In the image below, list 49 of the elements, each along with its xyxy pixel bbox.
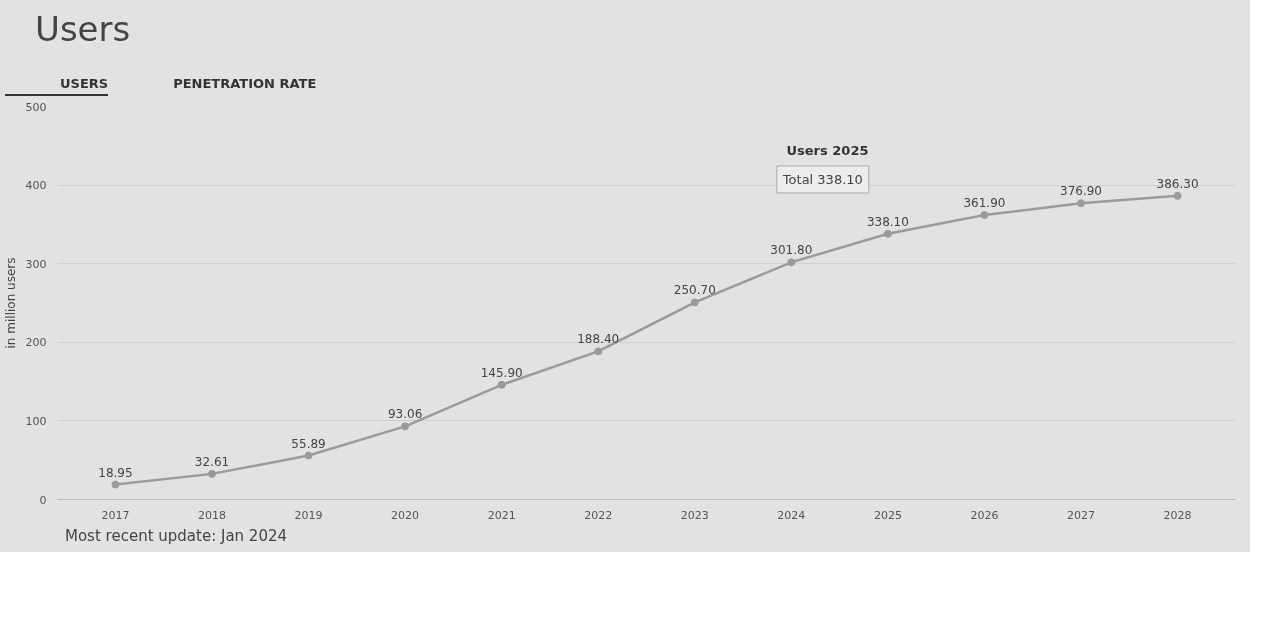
x-tick-label: 2022 (584, 508, 613, 522)
data-label: 301.80 (770, 242, 813, 257)
x-tick-label: 2023 (680, 508, 709, 522)
data-label: 55.89 (291, 436, 326, 451)
text: PENETRATION RATE (173, 75, 317, 93)
chart-title: Users (35, 8, 131, 51)
x-tick-label: 2021 (487, 508, 516, 522)
point (883, 229, 892, 238)
x-tick-label: 2028 (1163, 508, 1192, 522)
point (787, 257, 796, 266)
point (304, 451, 313, 460)
data-label: 18.95 (98, 465, 133, 480)
point (111, 480, 120, 489)
point (980, 210, 989, 219)
x-tick-label: 2018 (197, 508, 226, 522)
point (690, 298, 699, 307)
x-tick-label: 2019 (294, 508, 323, 522)
point (1173, 191, 1182, 200)
x-tick-label: 2020 (391, 508, 420, 522)
x-tick-label: 2025 (873, 508, 902, 522)
y-tick-label: 100 (25, 414, 47, 428)
data-label: 188.40 (577, 331, 620, 346)
annotation: Users 2025 (786, 142, 869, 158)
y-tick-label: 500 (25, 100, 47, 114)
data-label: 386.30 (1156, 176, 1199, 191)
text: Most recent update: Jan 2024 (65, 525, 288, 547)
y-tick-label: 300 (25, 257, 47, 271)
annotation: Total 338.10 (781, 171, 863, 187)
text: USERS (60, 75, 109, 93)
point (594, 346, 603, 355)
data-label: 250.70 (673, 283, 716, 298)
x-tick-label: 2027 (1067, 508, 1096, 522)
data-label: 145.90 (480, 365, 523, 380)
point (401, 421, 410, 430)
y-axis-title: in million users (3, 257, 18, 349)
data-label: 93.06 (387, 406, 423, 421)
point (207, 469, 216, 478)
point (497, 380, 506, 389)
data-label: 32.61 (194, 454, 230, 469)
y-tick-label: 400 (25, 178, 47, 192)
x-tick-label: 2024 (777, 508, 806, 522)
x-tick-label: 2017 (101, 508, 130, 522)
y-tick-label: 200 (25, 335, 47, 349)
point (1077, 198, 1086, 207)
data-label: 361.90 (963, 195, 1006, 210)
data-label: 338.10 (866, 214, 909, 229)
data-label: 376.90 (1060, 183, 1103, 198)
y-tick-label: 0 (39, 493, 47, 507)
x-tick-label: 2026 (970, 508, 999, 522)
